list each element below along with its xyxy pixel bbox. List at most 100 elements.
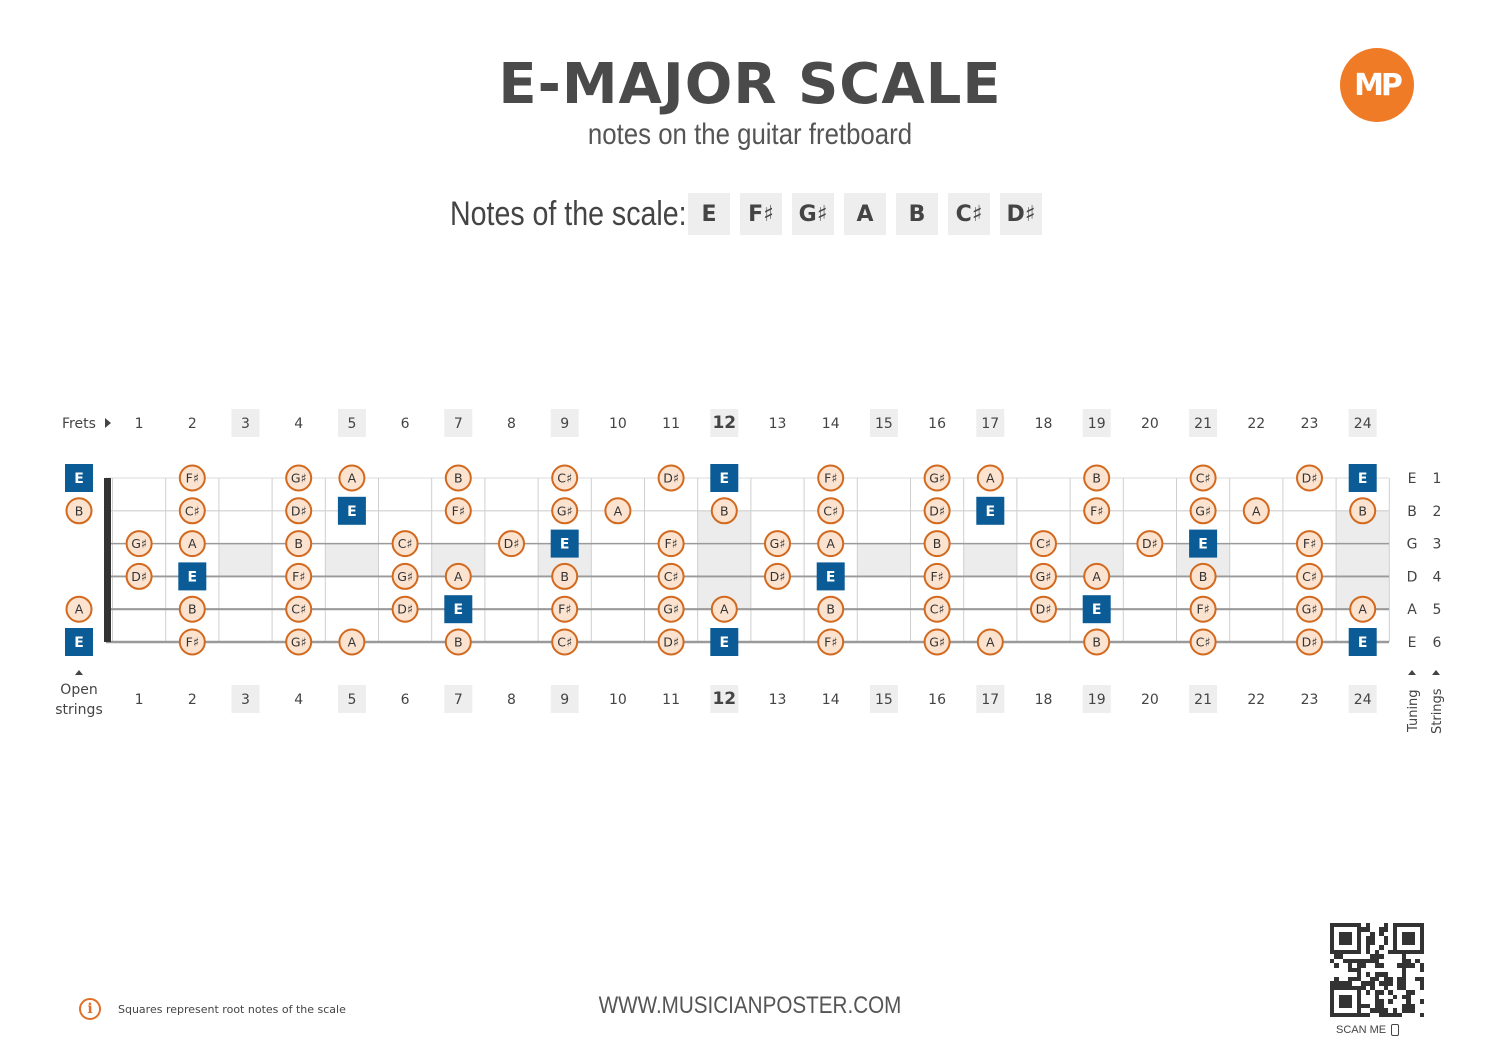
fret-number-bottom: 20 [1141,692,1159,708]
fret-number-top: 22 [1247,416,1265,432]
scale-note-circle [285,530,313,558]
scale-note-label: A [986,635,995,650]
scale-note-circle [1083,497,1111,525]
scale-note: B [896,193,938,235]
fret-marker-box [231,409,260,437]
fret-number-bottom: 19 [1088,692,1106,708]
root-note-label: E [347,504,357,520]
root-note-square [1082,595,1111,624]
root-note-square [1348,464,1377,492]
scale-note-circle [1030,562,1057,590]
scale-note-circle [1242,497,1270,525]
root-note-square [444,595,473,624]
root-note-square [550,529,579,558]
scale-note-circle [817,628,845,656]
scale-note-label: D♯ [291,503,307,518]
fret-number-bottom: 12 [712,689,736,709]
root-note-label: E [826,569,836,585]
root-note-square [337,496,366,525]
scale-note-label: F♯ [452,503,465,518]
scale-note-label: C♯ [664,569,679,584]
scale-note-label: G♯ [131,536,147,551]
scale-note-circle [178,595,206,623]
website-url[interactable]: WWW.MUSICIANPOSTER.COM [598,992,902,1019]
footer-info: i Squares represent root notes of the sc… [79,998,346,1020]
qr-code[interactable] [1330,923,1424,1017]
fret-marker-box [444,409,473,437]
scale-notes-row: Notes of the scale: E F♯ G♯ A B C♯ D♯ [450,193,1052,235]
fret-marker-box [869,409,898,437]
fret-number-bottom: 6 [401,692,410,708]
scale-note-label: D♯ [131,569,147,584]
scale-note-label: D♯ [1036,602,1052,617]
string-number: 5 [1433,602,1442,618]
scale-note-circle [391,595,419,623]
scale-note-circle [976,464,1004,492]
root-note-label: E [986,504,996,520]
scale-note-circle [444,464,472,492]
fret-number-top: 3 [241,416,250,432]
scan-me-label: SCAN ME [1336,1024,1400,1036]
scale-note-circle [551,562,579,590]
scale-note-circle [1349,595,1377,623]
scale-note-label: G♯ [1036,569,1052,584]
scale-note-label: B [1092,635,1101,650]
scale-note-label: F♯ [186,471,199,486]
scale-note-circle [444,497,472,525]
fret-marker-box [869,685,898,713]
root-note-square [710,464,739,492]
fret-inlay-shade [325,543,379,577]
info-icon: i [79,998,101,1020]
fret-number-top: 15 [875,416,893,432]
scale-note-circle [1083,562,1111,590]
scale-note-label: F♯ [664,536,677,551]
root-note-label: E [74,471,84,487]
musicianposter-logo: MP [1340,48,1414,122]
scale-note-circle [1136,530,1164,558]
scale-note-circle [65,497,93,525]
fret-inlay-shade [218,543,273,577]
scale-note-label: D♯ [397,602,413,617]
scale-note-circle [1189,562,1217,590]
open-strings-label: Open [60,682,97,698]
scale-note-circle [178,530,206,558]
fret-number-bottom: 2 [188,692,197,708]
scale-note-label: B [454,471,463,486]
scale-note-circle [923,530,951,558]
scale-note-label: F♯ [186,635,199,650]
scale-note-label: A [1358,602,1367,617]
scale-notes-label: Notes of the scale: [450,194,687,233]
fret-marker-box [1082,409,1111,437]
phone-icon [1391,1024,1400,1036]
scale-note-label: B [294,536,303,551]
fret-marker-box [231,685,260,713]
scale-note-circle [817,595,845,623]
scale-note-label: C♯ [1196,635,1211,650]
scale-note-label: D♯ [504,536,520,551]
fret-number-bottom: 22 [1247,692,1265,708]
fret-number-top: 9 [560,416,569,432]
fret-number-top: 14 [822,416,840,432]
root-note-label: E [1092,602,1102,618]
fret-number-top: 11 [662,416,680,432]
scale-note-label: C♯ [557,471,572,486]
scale-note-circle [285,595,313,623]
tuning-note: A [1407,602,1417,618]
string-number: 3 [1433,537,1442,553]
scale-note-label: G♯ [770,536,786,551]
fret-inlay-shade [697,510,751,610]
fret-number-top: 17 [981,416,999,432]
scale-note-circle [178,497,206,525]
fret-number-top: 2 [188,416,197,432]
scale-note-label: D♯ [929,503,945,518]
scale-note-circle [923,497,951,525]
fret-marker-box [976,685,1005,713]
root-note-label: E [1358,635,1368,651]
scale-note-circle [923,628,951,656]
scale-note: A [844,193,886,235]
fret-number-top: 24 [1354,416,1372,432]
scale-note-label: G♯ [291,471,307,486]
scale-note: F♯ [740,193,782,235]
nut [104,478,111,642]
scale-note-circle [338,464,366,492]
